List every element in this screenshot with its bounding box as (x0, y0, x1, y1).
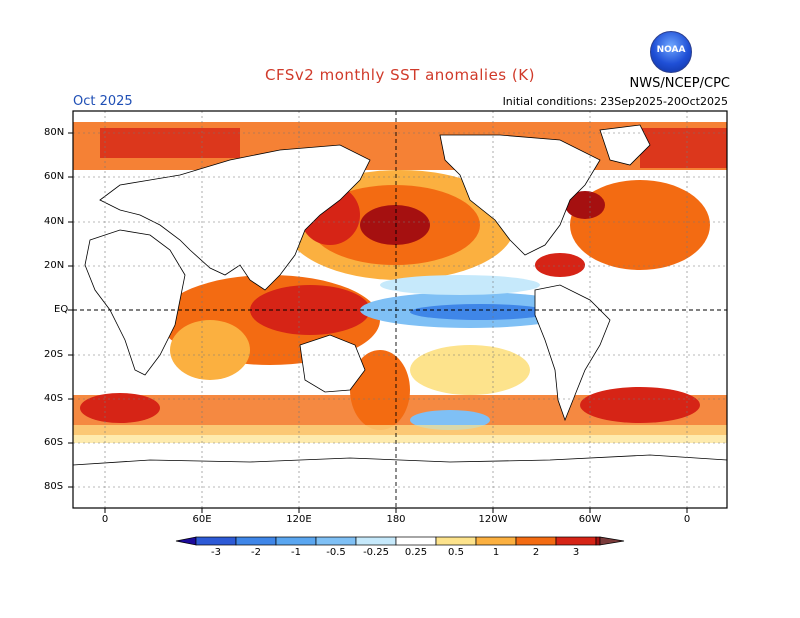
axis-ticks (68, 132, 688, 513)
colorbar (175, 536, 625, 546)
colorbar-tick: -1 (291, 547, 301, 558)
australia (299, 334, 366, 393)
map-title: CFSv2 monthly SST anomalies (K) (265, 66, 535, 84)
eurasia (99, 144, 371, 291)
lat-label-60s: 60S (44, 437, 64, 448)
lon-label-180: 180 (386, 514, 406, 525)
lon-label-120w: 120W (478, 514, 508, 525)
colorbar-low-arrow (175, 536, 197, 546)
initial-conditions: Initial conditions: 23Sep2025-20Oct2025 (502, 95, 728, 108)
reference-lines (73, 111, 727, 508)
colorbar-tick: -0.25 (363, 547, 389, 558)
colorbar-high-arrow (599, 536, 625, 546)
lon-label-60w: 60W (578, 514, 602, 525)
lon-label-0-east: 0 (683, 514, 691, 525)
greenland (599, 124, 651, 166)
lat-label-80n: 80N (44, 127, 65, 138)
noaa-logo: NOAA (650, 31, 692, 73)
colorbar-tick: 0.5 (448, 547, 464, 558)
south-america (534, 284, 611, 422)
colorbar-tick: 2 (532, 547, 540, 558)
colorbar-tick: -0.5 (326, 547, 346, 558)
lon-label-0-west: 0 (101, 514, 109, 525)
lon-label-120e: 120E (286, 514, 312, 525)
colorbar-tick: 3 (572, 547, 580, 558)
graticule (73, 111, 727, 508)
north-atlantic-warm (570, 180, 710, 270)
anomaly-field (73, 111, 727, 508)
lat-label-40n: 40N (44, 216, 65, 227)
antarctica (73, 454, 727, 508)
lat-label-40s: 40S (44, 393, 64, 404)
agency-label: NWS/NCEP/CPC (629, 76, 730, 91)
north-america (439, 134, 601, 256)
lat-label-eq: EQ (54, 304, 69, 315)
colorbar-tick: -2 (251, 547, 261, 558)
lat-label-60n: 60N (44, 171, 65, 182)
lon-label-60e: 60E (192, 514, 212, 525)
noaa-logo-text: NOAA (656, 45, 686, 55)
lat-label-80s: 80S (44, 481, 64, 492)
colorbar-tick: -3 (211, 547, 221, 558)
forecast-month: Oct 2025 (73, 94, 133, 109)
colorbar-tick: 0.25 (404, 547, 428, 558)
lat-label-20s: 20S (44, 349, 64, 360)
lat-label-20n: 20N (44, 260, 65, 271)
colorbar-tick: 1 (492, 547, 500, 558)
